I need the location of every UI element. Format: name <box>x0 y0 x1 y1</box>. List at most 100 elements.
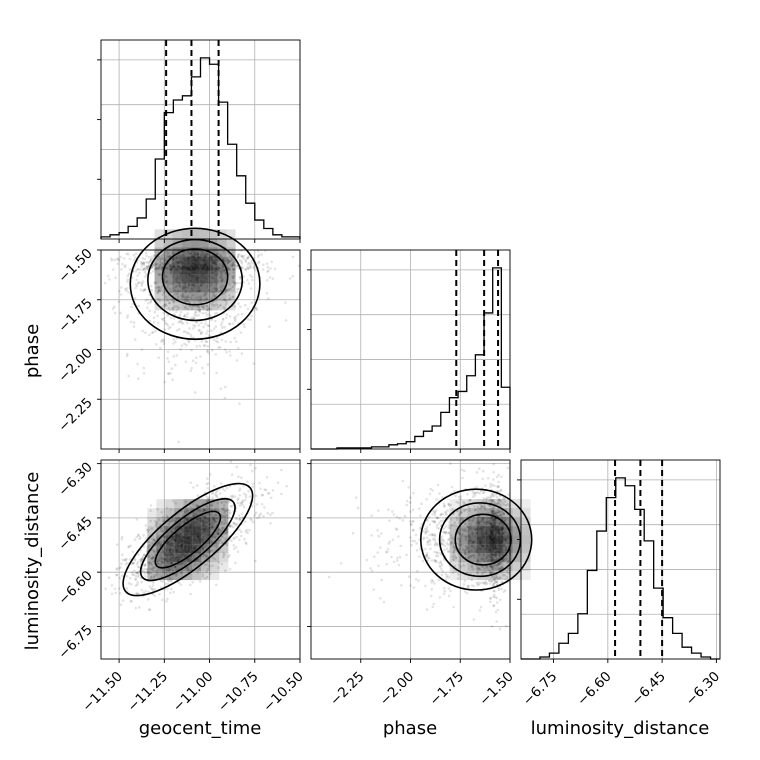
scatter-point <box>239 275 242 279</box>
scatter-point <box>179 319 182 322</box>
scatter-point <box>475 470 479 474</box>
scatter-point <box>230 539 233 543</box>
scatter-point <box>491 483 494 487</box>
scatter-point <box>240 501 243 505</box>
scatter-point <box>150 557 153 561</box>
scatter-point <box>243 520 247 523</box>
scatter-point <box>173 289 176 292</box>
scatter-point <box>429 547 432 550</box>
scatter-point <box>193 313 196 317</box>
scatter-point <box>227 268 230 271</box>
scatter-point <box>138 537 141 541</box>
scatter-point <box>149 301 152 304</box>
scatter-point <box>495 495 499 499</box>
scatter-point <box>226 260 230 264</box>
scatter-point <box>229 354 232 357</box>
scatter-point <box>142 555 145 558</box>
scatter-point <box>391 510 394 513</box>
scatter-point <box>163 328 167 331</box>
scatter-point <box>265 292 269 295</box>
scatter-point <box>244 303 247 307</box>
scatter-point <box>167 306 171 310</box>
scatter-point <box>118 567 121 570</box>
scatter-point <box>198 344 202 348</box>
scatter-point <box>472 618 476 621</box>
scatter-point <box>285 484 288 488</box>
scatter-point <box>486 476 490 480</box>
scatter-point <box>184 305 187 309</box>
scatter-point <box>204 322 207 326</box>
density-cell <box>476 562 486 572</box>
scatter-point <box>233 283 237 286</box>
scatter-point <box>417 507 421 511</box>
scatter-point <box>226 288 229 292</box>
scatter-point <box>254 306 258 310</box>
scatter-point <box>228 322 231 325</box>
density-cell <box>208 256 218 266</box>
scatter-point <box>184 300 188 304</box>
scatter-point <box>220 283 223 287</box>
scatter-point <box>188 301 191 304</box>
scatter-point <box>240 254 243 257</box>
density-cell <box>449 571 459 581</box>
scatter-point <box>471 490 475 493</box>
scatter-point <box>140 580 143 584</box>
scatter-point <box>144 260 148 264</box>
scatter-point <box>203 344 207 348</box>
scatter-point <box>430 578 434 582</box>
scatter-point <box>492 471 496 474</box>
scatter-point <box>440 535 444 538</box>
scatter-point <box>136 362 139 366</box>
scatter-point <box>217 252 220 255</box>
scatter-point <box>226 516 230 520</box>
scatter-point <box>179 571 183 574</box>
scatter-point <box>140 284 144 287</box>
scatter-point <box>168 301 171 305</box>
scatter-point <box>150 255 153 259</box>
density-cell <box>467 544 477 554</box>
scatter-point <box>140 588 144 592</box>
y-tick-label: −1.50 <box>55 246 96 287</box>
scatter-point <box>235 535 238 539</box>
scatter-point <box>254 511 258 515</box>
x-tick-label: −2.00 <box>377 669 418 710</box>
scatter-point <box>129 600 132 603</box>
scatter-point <box>385 562 389 566</box>
scatter-point <box>118 576 122 580</box>
scatter-point <box>199 332 203 335</box>
scatter-point <box>159 263 162 266</box>
scatter-point <box>136 575 140 578</box>
scatter-point <box>245 528 248 532</box>
scatter-point <box>234 561 237 565</box>
scatter-point <box>156 267 159 270</box>
scatter-point <box>220 274 223 277</box>
scatter-point <box>230 258 234 261</box>
density-cell <box>458 508 468 518</box>
density-cell <box>199 265 209 275</box>
scatter-point <box>156 321 160 325</box>
density-cell <box>174 535 184 545</box>
scatter-point <box>206 477 209 481</box>
scatter-point <box>231 295 235 299</box>
scatter-point <box>233 263 237 267</box>
scatter-point <box>236 253 240 257</box>
scatter-point <box>209 308 213 311</box>
scatter-point <box>240 530 243 533</box>
scatter-point <box>202 371 206 375</box>
scatter-point <box>266 511 270 515</box>
scatter-point <box>213 484 216 488</box>
scatter-point <box>110 584 114 587</box>
scatter-point <box>179 310 183 314</box>
scatter-point <box>166 587 169 591</box>
scatter-point <box>175 305 179 308</box>
scatter-point <box>489 582 492 585</box>
scatter-point <box>492 478 495 481</box>
scatter-point <box>160 340 163 343</box>
scatter-point <box>219 273 223 276</box>
scatter-point <box>170 267 173 271</box>
scatter-point <box>197 313 200 317</box>
scatter-point <box>200 330 204 334</box>
scatter-point <box>422 537 425 541</box>
x-tick-label: −11.25 <box>124 669 171 716</box>
scatter-point <box>129 544 133 547</box>
